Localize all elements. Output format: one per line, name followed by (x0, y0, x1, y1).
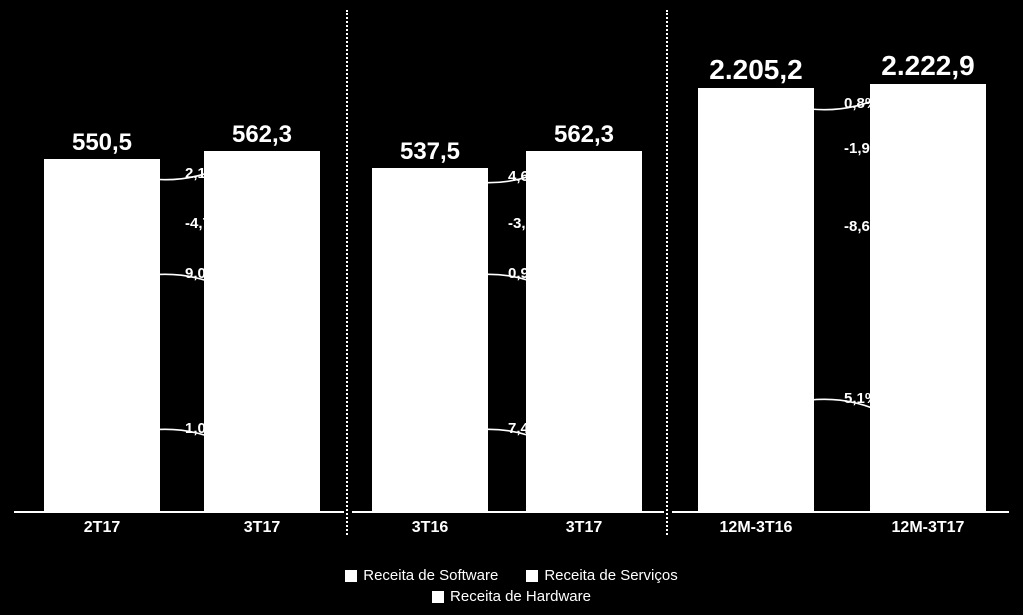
panel-2: 12M-3T16 2.205,2 12M-3T17 2.222,9 0,8% -1,9% -… (668, 0, 1013, 535)
bar-total-label: 562,3 (182, 121, 342, 149)
bar (870, 84, 986, 511)
bar-total-label: 550,5 (22, 129, 182, 157)
bar-total-label: 2.222,9 (848, 50, 1008, 82)
x-axis (14, 511, 344, 513)
pct-label: 4,6% (508, 168, 542, 185)
legend-label: Receita de Serviços (544, 567, 677, 584)
pct-label: 1,0% (185, 420, 219, 437)
pct-label: -1,9% (844, 140, 883, 157)
x-axis-label: 3T17 (192, 519, 332, 537)
legend-label: Receita de Software (363, 567, 498, 584)
bar (526, 151, 642, 511)
bar (372, 168, 488, 511)
bar (204, 151, 320, 511)
legend: Receita de Software Receita de Serviços Re… (0, 567, 1023, 605)
chart-area: 2T17550,561,23T17562,358,92,1%-4,7%9,0%1… (0, 0, 1023, 615)
legend-item: Receita de Serviços (526, 567, 677, 584)
pct-label: 0,9% (508, 265, 542, 282)
pct-label: 0,8% (844, 95, 878, 112)
legend-item: Receita de Software (345, 567, 498, 584)
pct-label: 7,4% (508, 420, 542, 437)
pct-label: -8,6% (844, 218, 883, 235)
x-axis (672, 511, 1009, 513)
pct-label: -4,7% (185, 215, 224, 232)
pct-label: 2,1% (185, 165, 219, 182)
bar-sub-label: 61,2 (22, 155, 182, 181)
x-axis-label: 12M-3T17 (858, 519, 998, 537)
x-axis-label: 2T17 (32, 519, 172, 537)
x-axis-label: 3T16 (360, 519, 500, 537)
x-axis-label: 3T17 (514, 519, 654, 537)
panel-separator (346, 10, 348, 535)
legend-swatch (526, 570, 538, 582)
panel-1: 3T16 537,5 3T17 562,3 4,6% -3,0% 0,9% 7,4% (348, 0, 668, 535)
pct-label: 5,1% (844, 390, 878, 407)
legend-item: Receita de Hardware (432, 588, 591, 605)
bar-total-label: 537,5 (350, 138, 510, 166)
bar-total-label: 562,3 (504, 121, 664, 149)
x-axis (352, 511, 664, 513)
x-axis-label: 12M-3T16 (686, 519, 826, 537)
bar (698, 88, 814, 511)
bar (44, 159, 160, 511)
panel-0: 2T17550,561,23T17562,358,92,1%-4,7%9,0%1… (10, 0, 348, 535)
bar-total-label: 2.205,2 (676, 54, 836, 86)
legend-swatch (432, 591, 444, 603)
legend-label: Receita de Hardware (450, 588, 591, 605)
pct-label: 9,0% (185, 265, 219, 282)
panel-separator (666, 10, 668, 535)
legend-swatch (345, 570, 357, 582)
pct-label: -3,0% (508, 215, 547, 232)
